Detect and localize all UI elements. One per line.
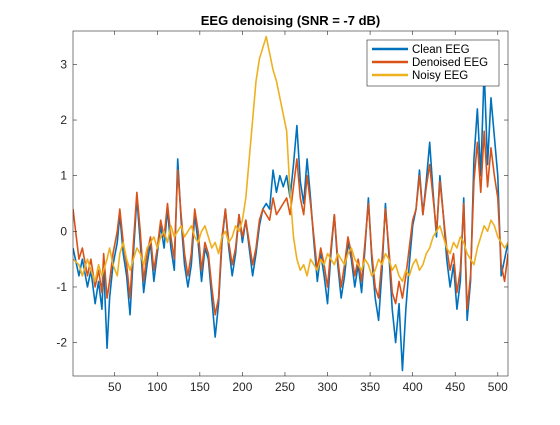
legend-label: Noisy EEG (412, 70, 468, 82)
legend-label: Clean EEG (412, 44, 470, 56)
y-tick-label: 2 (60, 113, 67, 127)
legend-label: Denoised EEG (412, 57, 488, 69)
x-tick-label: 350 (360, 380, 380, 394)
x-tick-label: 250 (275, 380, 295, 394)
x-tick-label: 50 (108, 380, 122, 394)
x-tick-label: 450 (445, 380, 465, 394)
x-tick-label: 500 (488, 380, 508, 394)
axes-box (72, 30, 509, 377)
y-tick-label: -2 (56, 336, 67, 350)
x-axis-ticks: 50 100 150 200 250 300 350 400 450 500 (108, 31, 508, 394)
y-tick-label: 1 (60, 169, 67, 183)
series-line-3 (73, 35, 508, 283)
chart-title: EEG denoising (SNR = -7 dB) (201, 13, 381, 28)
series-layer (73, 35, 508, 372)
series-line-2 (73, 130, 508, 316)
y-tick-label: 0 (60, 224, 67, 238)
x-tick-label: 200 (232, 380, 252, 394)
y-tick-label: -1 (56, 280, 67, 294)
x-tick-label: 150 (190, 380, 210, 394)
y-tick-label: 3 (60, 57, 67, 71)
x-tick-label: 400 (403, 380, 423, 394)
x-tick-label: 300 (318, 380, 338, 394)
x-tick-label: 100 (147, 380, 167, 394)
y-axis-ticks: -2 -1 0 1 2 3 (56, 57, 508, 350)
